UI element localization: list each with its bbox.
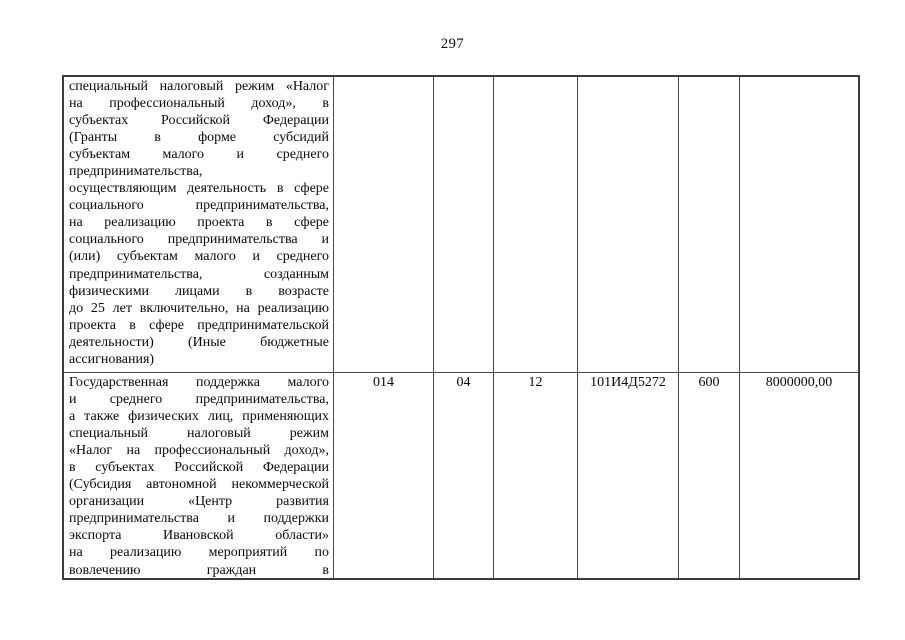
- text-line: экспорта Ивановской области»: [69, 528, 329, 544]
- value-cell: 04: [434, 373, 494, 578]
- table-row: специальный налоговый режим «Налог на про…: [64, 77, 858, 373]
- text-line: вовлечению граждан в: [69, 562, 329, 578]
- text-line: субъектах Российской Федерации: [69, 113, 329, 129]
- text-line: на профессиональный доход», в: [69, 96, 329, 112]
- value-cell: 014: [334, 373, 434, 578]
- value-cell: 12: [494, 373, 578, 578]
- text-line: осуществляющим деятельность в сфере: [69, 181, 329, 197]
- value-cell: [679, 77, 740, 372]
- budget-table: специальный налоговый режим «Налог на про…: [62, 75, 860, 580]
- text-line: деятельности) (Иные бюджетные: [69, 334, 329, 350]
- text-line: специальный налоговый режим «Налог: [69, 79, 329, 94]
- text-line: проекта в сфере предпринимательской: [69, 317, 329, 333]
- text-line: социального предпринимательства,: [69, 198, 329, 214]
- value-cell: 600: [679, 373, 740, 578]
- text-line: (или) субъектам малого и среднего: [69, 249, 329, 265]
- value-cell: [434, 77, 494, 372]
- text-line: до 25 лет включительно, на реализацию: [69, 300, 329, 316]
- text-line: на реализацию мероприятий по: [69, 545, 329, 561]
- value-cell: 8000000,00: [765, 375, 833, 390]
- value-cell: [578, 77, 679, 372]
- text-line: субъектам малого и среднего: [69, 147, 329, 163]
- text-line: предпринимательства и поддержки: [69, 511, 329, 527]
- text-line: предпринимательства, созданным: [69, 266, 329, 282]
- table-row: Государственная поддержка малого и средне…: [64, 373, 858, 578]
- name-cell: Государственная поддержка малого и средне…: [64, 373, 334, 578]
- text-line: ассигнования): [69, 351, 155, 367]
- value-cell: [334, 77, 434, 372]
- text-line: а также физических лиц, применяющих: [69, 409, 329, 425]
- text-line: социального предпринимательства и: [69, 232, 329, 248]
- text-line: специальный налоговый режим: [69, 426, 329, 442]
- text-line: в субъектах Российской Федерации: [69, 460, 329, 476]
- value-cell: [494, 77, 578, 372]
- text-line: предпринимательства,: [69, 164, 203, 180]
- name-cell: специальный налоговый режим «Налог на про…: [64, 77, 334, 372]
- value-cell: [740, 77, 858, 372]
- text-line: (Гранты в форме субсидий: [69, 130, 329, 146]
- text-line: (Субсидия автономной некоммерческой: [69, 477, 329, 493]
- text-line: «Налог на профессиональный доход»,: [69, 443, 329, 459]
- text-line: Государственная поддержка малого: [69, 375, 329, 390]
- text-line: на реализацию проекта в сфере: [69, 215, 329, 231]
- value-cell: 101И4Д5272: [578, 373, 679, 578]
- text-line: и среднего предпринимательства,: [69, 392, 329, 408]
- text-line: организации «Центр развития: [69, 494, 329, 510]
- page-number: 297: [440, 36, 465, 52]
- text-line: физическими лицами в возрасте: [69, 283, 329, 299]
